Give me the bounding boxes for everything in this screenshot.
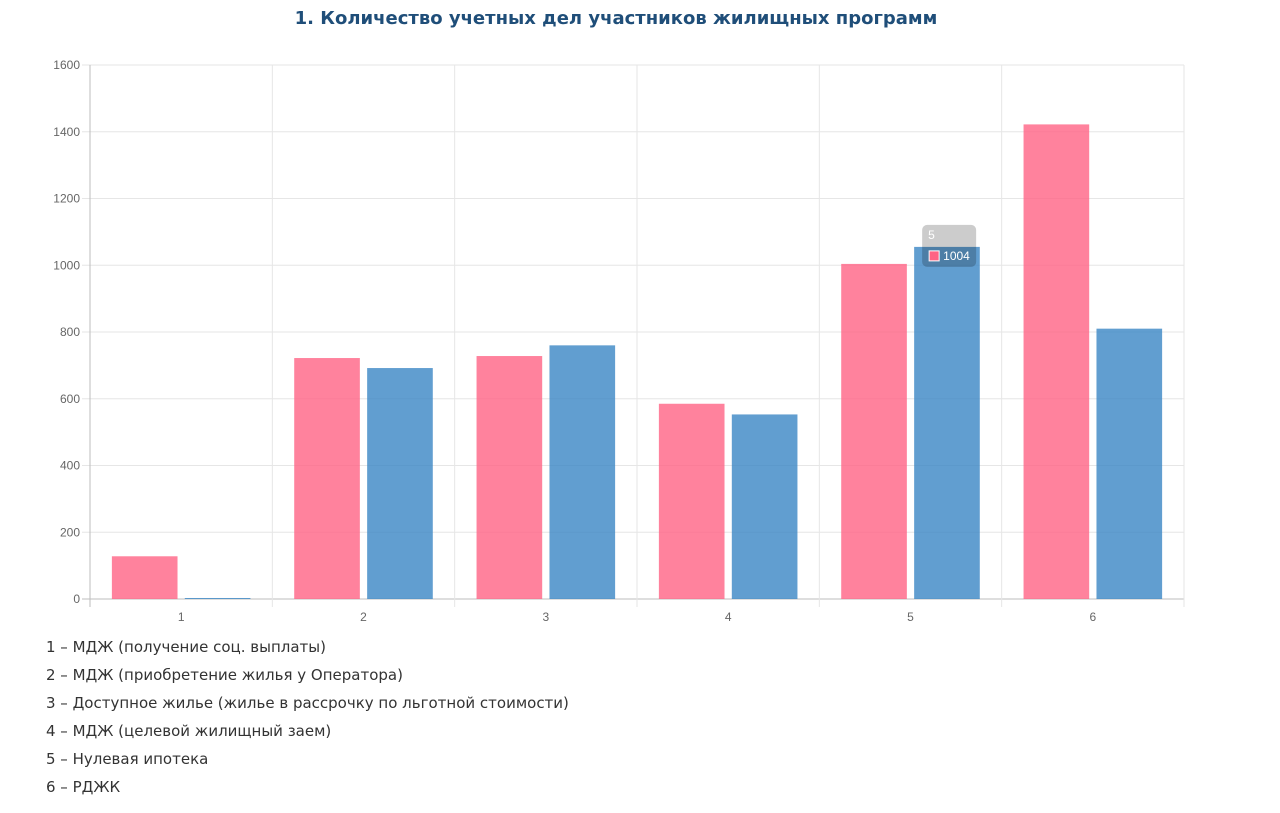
x-tick-label: 1 xyxy=(178,610,185,624)
tooltip-title: 5 xyxy=(928,228,935,242)
legend-item-5: 5 – Нулевая ипотека xyxy=(46,750,209,768)
bar-series-1-cat-1[interactable] xyxy=(111,556,178,599)
x-tick-label: 3 xyxy=(542,610,549,624)
bar-series-1-cat-5[interactable] xyxy=(841,263,907,599)
chart-title: 1. Количество учетных дел участников жил… xyxy=(294,8,938,29)
y-tick-label: 800 xyxy=(60,325,80,339)
bar-series-2-cat-6[interactable] xyxy=(1096,328,1163,599)
tooltip: 5 1004 xyxy=(922,224,977,267)
bar-series-1-cat-2[interactable] xyxy=(294,358,360,599)
y-tick-label: 1200 xyxy=(53,192,80,206)
category-legend: 1 – МДЖ (получение соц. выплаты) 2 – МДЖ … xyxy=(46,636,569,804)
bar-series-2-cat-5[interactable] xyxy=(914,246,980,600)
legend-item-2: 2 – МДЖ (приобретение жилья у Оператора) xyxy=(46,666,403,684)
x-tick-label: 4 xyxy=(725,610,732,624)
y-tick-label: 1600 xyxy=(53,58,80,72)
bar-series-1-cat-6[interactable] xyxy=(1023,124,1090,599)
axes: 0 200 400 600 800 1000 1200 1400 1600 1 2 3 4 5 6 xyxy=(53,58,1096,624)
bar-series-2-cat-3[interactable] xyxy=(549,345,616,599)
x-tick-label: 2 xyxy=(360,610,367,624)
x-tick-label: 5 xyxy=(907,610,914,624)
x-tick-label: 6 xyxy=(1089,610,1096,624)
y-tick-label: 0 xyxy=(73,592,80,606)
bar-series-2-cat-1[interactable] xyxy=(184,597,251,599)
y-tick-label: 600 xyxy=(60,392,80,406)
bar-series-2-cat-4[interactable] xyxy=(731,414,798,599)
y-tick-label: 200 xyxy=(60,525,80,539)
grid xyxy=(82,64,1185,607)
bar-chart[interactable]: 0 200 400 600 800 1000 1200 1400 1600 1 2 3 4 5 6 5 100… xyxy=(0,50,1280,630)
legend-item-6: 6 – РДЖК xyxy=(46,778,121,796)
tooltip-value: 1004 xyxy=(943,249,970,263)
bars xyxy=(111,124,1163,600)
legend-item-1: 1 – МДЖ (получение соц. выплаты) xyxy=(46,638,326,656)
y-tick-label: 1000 xyxy=(53,258,80,272)
bar-series-1-cat-4[interactable] xyxy=(658,403,725,599)
bar-series-1-cat-3[interactable] xyxy=(476,356,543,599)
y-tick-label: 400 xyxy=(60,459,80,473)
bar-series-2-cat-2[interactable] xyxy=(367,368,433,599)
legend-item-3: 3 – Доступное жилье (жилье в рассрочку п… xyxy=(46,694,569,712)
tooltip-swatch xyxy=(928,250,940,262)
y-tick-label: 1400 xyxy=(53,125,80,139)
legend-item-4: 4 – МДЖ (целевой жилищный заем) xyxy=(46,722,332,740)
